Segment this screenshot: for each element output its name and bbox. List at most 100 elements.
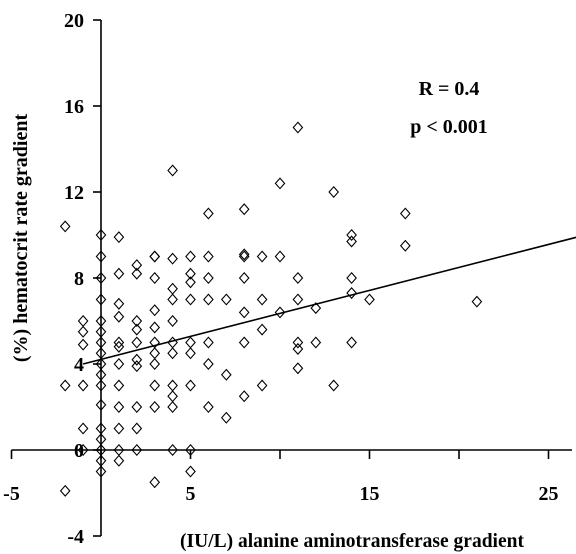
data-point [399, 207, 411, 220]
data-point [328, 379, 340, 392]
data-point [59, 379, 71, 392]
x-tick-label: -5 [3, 483, 20, 505]
data-point [95, 398, 107, 411]
data-point [95, 271, 107, 285]
data-point [167, 379, 178, 392]
data-point [238, 203, 250, 216]
p-annotation: p < 0.001 [410, 116, 488, 138]
data-point [149, 347, 161, 360]
data-point [113, 357, 125, 371]
data-point [113, 400, 125, 414]
data-point [185, 465, 196, 478]
data-point [131, 323, 143, 336]
data-point [167, 400, 178, 414]
data-point [131, 314, 143, 328]
data-point [77, 422, 89, 435]
data-point [203, 293, 214, 306]
y-axis-label: (%) hematocrit rate gradient [10, 114, 32, 363]
data-point [292, 342, 304, 355]
data-point [238, 250, 250, 263]
y-tick-label: 4 [74, 354, 84, 376]
data-point [167, 252, 178, 265]
data-point [95, 293, 107, 306]
x-axis-label: (IU/L) alanine aminotransferase gradient [180, 531, 524, 552]
data-point [149, 476, 161, 489]
data-point [149, 357, 161, 371]
data-point [131, 353, 143, 366]
data-point [131, 422, 143, 435]
x-tick-label: 15 [360, 483, 380, 505]
data-point [185, 347, 196, 360]
data-point [220, 293, 232, 306]
data-point [471, 295, 483, 308]
data-point [346, 287, 357, 300]
data-point [310, 336, 322, 349]
data-point [185, 267, 196, 280]
data-point [167, 282, 178, 295]
data-point [185, 276, 196, 289]
regression-line [82, 236, 576, 365]
data-point [346, 228, 357, 242]
data-point [328, 185, 340, 199]
data-point [346, 336, 357, 349]
data-point [131, 400, 143, 414]
data-point [238, 271, 250, 285]
x-tick-label: 25 [539, 483, 559, 505]
data-point [292, 362, 304, 375]
data-point [149, 304, 161, 317]
data-point [149, 400, 161, 414]
data-point [220, 368, 232, 381]
data-point [203, 250, 214, 263]
data-point [292, 271, 304, 285]
y-tick-label: 20 [64, 10, 84, 32]
data-point [131, 443, 143, 457]
data-point [95, 325, 107, 338]
data-point [238, 248, 250, 261]
data-point [292, 293, 304, 306]
data-point [203, 271, 214, 285]
data-point [167, 347, 178, 360]
data-point [167, 293, 178, 306]
data-point [95, 228, 107, 242]
data-point [292, 121, 304, 134]
data-point [113, 310, 125, 323]
data-point [274, 306, 286, 319]
data-point [77, 314, 89, 328]
data-point [113, 422, 125, 435]
data-point [310, 302, 322, 315]
data-point [77, 443, 89, 457]
data-point [167, 314, 178, 328]
data-point [203, 357, 214, 371]
r-annotation: R = 0.4 [419, 78, 480, 100]
data-point [274, 250, 286, 263]
y-tick-label: 8 [74, 268, 84, 290]
data-point [203, 207, 214, 220]
data-point [131, 336, 143, 349]
data-point [131, 259, 143, 272]
data-point [113, 336, 125, 349]
data-point [149, 321, 161, 334]
data-point [113, 267, 125, 280]
data-point [113, 379, 125, 392]
data-point [185, 443, 196, 457]
data-point [238, 390, 250, 403]
data-point [131, 360, 143, 373]
data-point [149, 250, 161, 263]
data-point [256, 323, 268, 336]
data-point [113, 340, 125, 353]
data-point [346, 271, 357, 285]
data-point [113, 297, 125, 310]
data-point [131, 267, 143, 280]
x-tick-label: 5 [186, 483, 196, 505]
data-point [220, 411, 232, 424]
data-point [203, 336, 214, 349]
y-tick-label: 12 [64, 182, 84, 204]
y-tick-label: 16 [64, 96, 84, 118]
data-point [256, 250, 268, 263]
data-point [95, 368, 107, 381]
data-point [77, 379, 89, 392]
data-point [203, 400, 214, 414]
data-point [167, 443, 178, 457]
